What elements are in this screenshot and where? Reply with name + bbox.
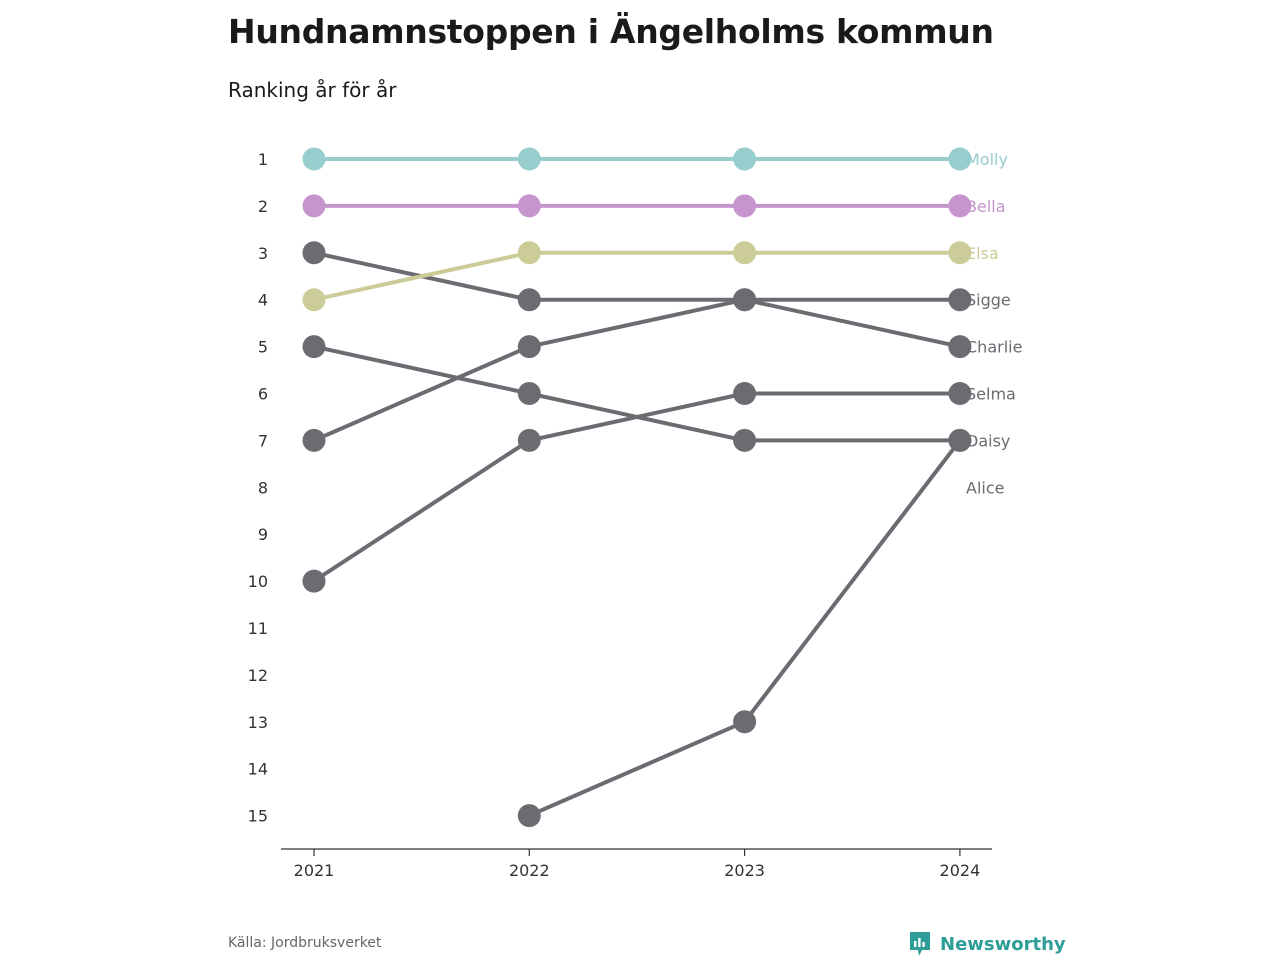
y-tick-label: 13 <box>248 713 268 732</box>
series-line-alice <box>528 439 962 818</box>
x-tick-label: 2021 <box>294 861 335 880</box>
series-lines <box>312 157 962 818</box>
data-point-bella <box>948 194 972 218</box>
y-tick-label: 14 <box>248 760 268 779</box>
data-point-sigge <box>302 428 326 452</box>
series-line-daisy <box>313 344 960 443</box>
data-point-sigge <box>948 288 972 312</box>
y-tick-label: 9 <box>258 525 268 544</box>
y-tick-label: 7 <box>258 431 268 450</box>
data-point-elsa <box>302 288 326 312</box>
data-point-elsa <box>517 241 541 265</box>
data-point-charlie <box>733 288 757 312</box>
brand-logo[interactable]: Newsworthy <box>908 930 1066 958</box>
x-tick-label: 2022 <box>509 861 550 880</box>
series-label-selma: Selma <box>966 385 1016 404</box>
data-point-sigge <box>517 335 541 359</box>
series-label-elsa: Elsa <box>966 244 999 263</box>
series-label-daisy: Daisy <box>966 431 1010 450</box>
y-tick-label: 5 <box>258 338 268 357</box>
data-point-charlie <box>517 288 541 312</box>
chart-subtitle: Ranking år för år <box>228 78 397 102</box>
data-point-alice <box>517 804 541 828</box>
y-tick-label: 12 <box>248 666 268 685</box>
y-tick-label: 8 <box>258 478 268 497</box>
y-tick-label: 15 <box>248 807 268 826</box>
data-point-daisy <box>517 382 541 405</box>
series-points <box>302 147 972 828</box>
data-point-alice <box>948 428 972 452</box>
data-point-daisy <box>733 428 757 452</box>
data-point-selma <box>517 428 541 452</box>
series-label-molly: Molly <box>966 150 1008 169</box>
series-line-sigge <box>313 297 960 443</box>
data-point-selma <box>948 382 972 405</box>
y-tick-label: 1 <box>258 150 268 169</box>
data-point-bella <box>302 194 326 218</box>
series-label-charlie: Charlie <box>966 338 1022 357</box>
data-point-molly <box>733 147 757 171</box>
data-point-bella <box>733 194 757 218</box>
data-point-molly <box>948 147 972 171</box>
series-line-elsa <box>313 250 960 302</box>
series-label-alice: Alice <box>966 478 1004 497</box>
x-tick-label: 2024 <box>940 861 981 880</box>
series-label-bella: Bella <box>966 197 1006 216</box>
y-tick-label: 2 <box>258 197 268 216</box>
data-point-elsa <box>948 241 972 265</box>
brand-name: Newsworthy <box>940 933 1066 955</box>
data-point-charlie <box>302 241 326 265</box>
series-end-labels: Molly Bella Elsa Sigge Charlie Selma Daisy Alic… <box>966 150 1022 497</box>
data-point-molly <box>302 147 326 171</box>
data-point-selma <box>302 569 326 593</box>
series-label-sigge: Sigge <box>966 291 1011 310</box>
x-axis-ticks: 2021 2022 2023 2024 <box>294 849 981 880</box>
series-line-selma <box>312 391 960 583</box>
source-note: Källa: Jordbruksverket <box>228 935 382 951</box>
data-point-bella <box>517 194 541 218</box>
data-point-daisy <box>302 335 326 359</box>
y-tick-label: 11 <box>248 619 268 638</box>
data-point-molly <box>517 147 541 171</box>
data-point-selma <box>733 382 757 405</box>
data-point-elsa <box>733 241 757 265</box>
y-tick-label: 6 <box>258 385 268 404</box>
data-point-charlie <box>948 335 972 359</box>
x-tick-label: 2023 <box>724 861 765 880</box>
y-tick-label: 4 <box>258 291 268 310</box>
y-tick-label: 3 <box>258 244 268 263</box>
y-tick-label: 10 <box>248 572 268 591</box>
newsworthy-logo-icon <box>910 932 930 956</box>
chart-title: Hundnamnstoppen i Ängelholms kommun <box>228 12 994 51</box>
data-point-alice <box>733 710 757 734</box>
